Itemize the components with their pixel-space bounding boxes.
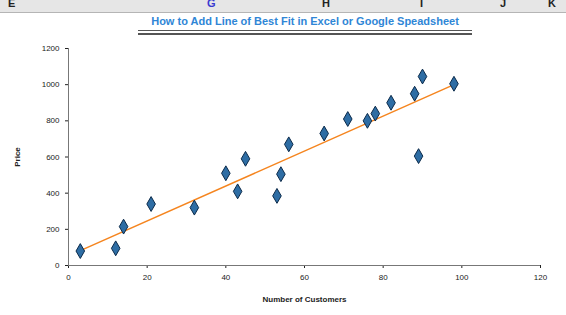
svg-text:Number of Customers: Number of Customers <box>262 295 347 304</box>
svg-text:600: 600 <box>46 153 60 162</box>
svg-text:200: 200 <box>46 225 60 234</box>
html-text:How to Add Line of Best Fit in: How to Add Line of Best Fit in Excel or … <box>151 15 459 27</box>
svg-text:1000: 1000 <box>42 80 60 89</box>
svg-text:40: 40 <box>221 273 230 282</box>
svg-text:60: 60 <box>300 273 309 282</box>
svg-text:20: 20 <box>143 273 152 282</box>
svg-text:0: 0 <box>66 273 71 282</box>
svg-text:120: 120 <box>534 273 548 282</box>
svg-text:80: 80 <box>379 273 388 282</box>
svg-text:100: 100 <box>455 273 469 282</box>
svg-text:400: 400 <box>46 189 60 198</box>
svg-text:1200: 1200 <box>42 44 60 53</box>
svg-text:800: 800 <box>46 116 60 125</box>
svg-text:Price: Price <box>13 147 22 167</box>
svg-text:0: 0 <box>55 261 60 270</box>
